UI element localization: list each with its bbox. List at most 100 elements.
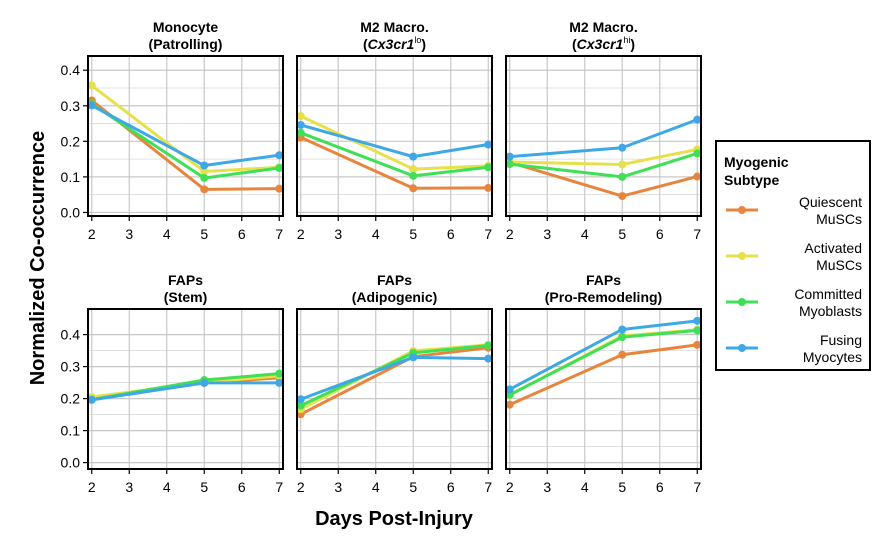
data-point — [296, 128, 305, 137]
data-point — [484, 183, 493, 192]
panel-title-line1: FAPs — [168, 272, 203, 288]
y-tick-label: 0.3 — [61, 98, 81, 114]
x-tick-label: 3 — [334, 226, 342, 242]
data-point — [200, 378, 209, 387]
y-tick-label: 0.2 — [61, 133, 81, 149]
panel-title-line2: (Cx3cr1hi) — [572, 35, 635, 52]
data-point — [618, 325, 627, 334]
data-point — [275, 184, 284, 193]
data-point — [618, 160, 627, 169]
panel-title-line2: (Pro-Remodeling) — [545, 289, 662, 305]
panel-title-line2: (Patrolling) — [149, 36, 223, 52]
legend-label-line1: Committed — [794, 286, 862, 302]
y-tick-label: 0.1 — [61, 423, 81, 439]
x-tick-label: 2 — [88, 479, 96, 495]
data-point — [409, 152, 418, 161]
panel-4: FAPs(Stem) 0.0 0.1 0.2 0.3 0.4 2 3 4 5 6 7 — [61, 272, 284, 495]
panel-title-line1: M2 Macro. — [569, 19, 637, 35]
x-tick-label: 6 — [656, 226, 664, 242]
x-tick-label: 7 — [484, 226, 492, 242]
legend-label-line1: Quiescent — [799, 194, 862, 210]
data-point — [693, 340, 702, 349]
x-tick-label: 6 — [238, 226, 246, 242]
x-tick-label: 2 — [506, 226, 514, 242]
x-tick-label: 5 — [618, 226, 626, 242]
data-point — [275, 164, 284, 172]
legend-title-line2: Subtype — [724, 172, 779, 188]
data-point — [618, 143, 627, 152]
y-tick-label: 0.4 — [61, 62, 81, 78]
y-tick-label: 0.0 — [61, 204, 81, 220]
x-tick-label: 2 — [506, 479, 514, 495]
data-point — [484, 140, 493, 149]
data-point — [200, 173, 209, 182]
panel-frame — [87, 55, 284, 217]
panel-background — [506, 309, 701, 469]
y-tick-label: 0.4 — [61, 327, 81, 343]
data-point — [693, 172, 702, 181]
data-point — [484, 341, 493, 350]
legend-label-line2: Myoblasts — [799, 303, 862, 319]
panel-5: FAPs(Adipogenic) 2 3 4 5 6 7 — [296, 272, 493, 495]
x-tick-label: 7 — [693, 226, 701, 242]
data-point — [505, 160, 514, 169]
data-point — [409, 171, 418, 180]
data-point — [87, 101, 96, 110]
data-point — [275, 369, 284, 378]
panel-title-line1: Monocyte — [153, 19, 219, 35]
x-tick-label: 4 — [163, 479, 171, 495]
x-tick-label: 2 — [297, 479, 305, 495]
panel-frame — [505, 308, 702, 470]
x-tick-label: 5 — [200, 226, 208, 242]
x-tick-label: 3 — [334, 479, 342, 495]
data-point — [296, 112, 305, 121]
panel-background — [88, 309, 283, 469]
legend-entries: QuiescentMuSCsActivatedMuSCsCommittedMyo… — [726, 194, 862, 365]
x-tick-label: 3 — [125, 479, 133, 495]
data-point — [484, 354, 493, 363]
panel-background — [88, 56, 283, 216]
data-point — [693, 326, 702, 335]
legend-label-line1: Activated — [804, 240, 862, 256]
data-point — [618, 333, 627, 342]
x-tick-label: 2 — [88, 226, 96, 242]
x-tick-label: 3 — [125, 226, 133, 242]
x-tick-label: 7 — [275, 479, 283, 495]
x-tick-label: 2 — [297, 226, 305, 242]
data-point — [409, 353, 418, 362]
panel-3: M2 Macro.(Cx3cr1hi) 2 3 4 5 6 7 — [505, 19, 702, 242]
panel-1: Monocyte(Patrolling) 0.0 0.1 0.2 0.3 0.4 2 3 4 5 6… — [61, 19, 284, 242]
data-point — [200, 161, 209, 170]
data-point — [296, 401, 305, 410]
legend-label-line2: MuSCs — [816, 211, 862, 227]
legend-title-line1: Myogenic — [724, 154, 789, 170]
panel-title-line2: (Stem) — [164, 289, 208, 305]
data-point — [409, 165, 418, 174]
y-tick-label: 0.1 — [61, 169, 81, 185]
data-point — [618, 172, 627, 181]
x-tick-label: 4 — [372, 226, 380, 242]
x-tick-label: 3 — [543, 479, 551, 495]
legend-swatch-point — [738, 252, 746, 260]
x-tick-label: 6 — [447, 479, 455, 495]
x-tick-label: 3 — [543, 226, 551, 242]
y-tick-label: 0.2 — [61, 391, 81, 407]
legend-label-line2: MuSCs — [816, 257, 862, 273]
data-point — [296, 120, 305, 129]
panel-title-line2: (Adipogenic) — [352, 289, 438, 305]
x-tick-label: 7 — [484, 479, 492, 495]
data-point — [200, 167, 209, 176]
legend-swatch-point — [738, 298, 746, 306]
y-tick-label: 0.3 — [61, 359, 81, 375]
panel-frame — [296, 308, 493, 470]
data-point — [693, 149, 702, 158]
panel-6: FAPs(Pro-Remodeling) 2 3 4 5 6 7 — [505, 272, 702, 495]
data-point — [618, 192, 627, 201]
data-point — [296, 395, 305, 404]
legend-label-line1: Fusing — [820, 332, 862, 348]
x-tick-label: 5 — [200, 479, 208, 495]
